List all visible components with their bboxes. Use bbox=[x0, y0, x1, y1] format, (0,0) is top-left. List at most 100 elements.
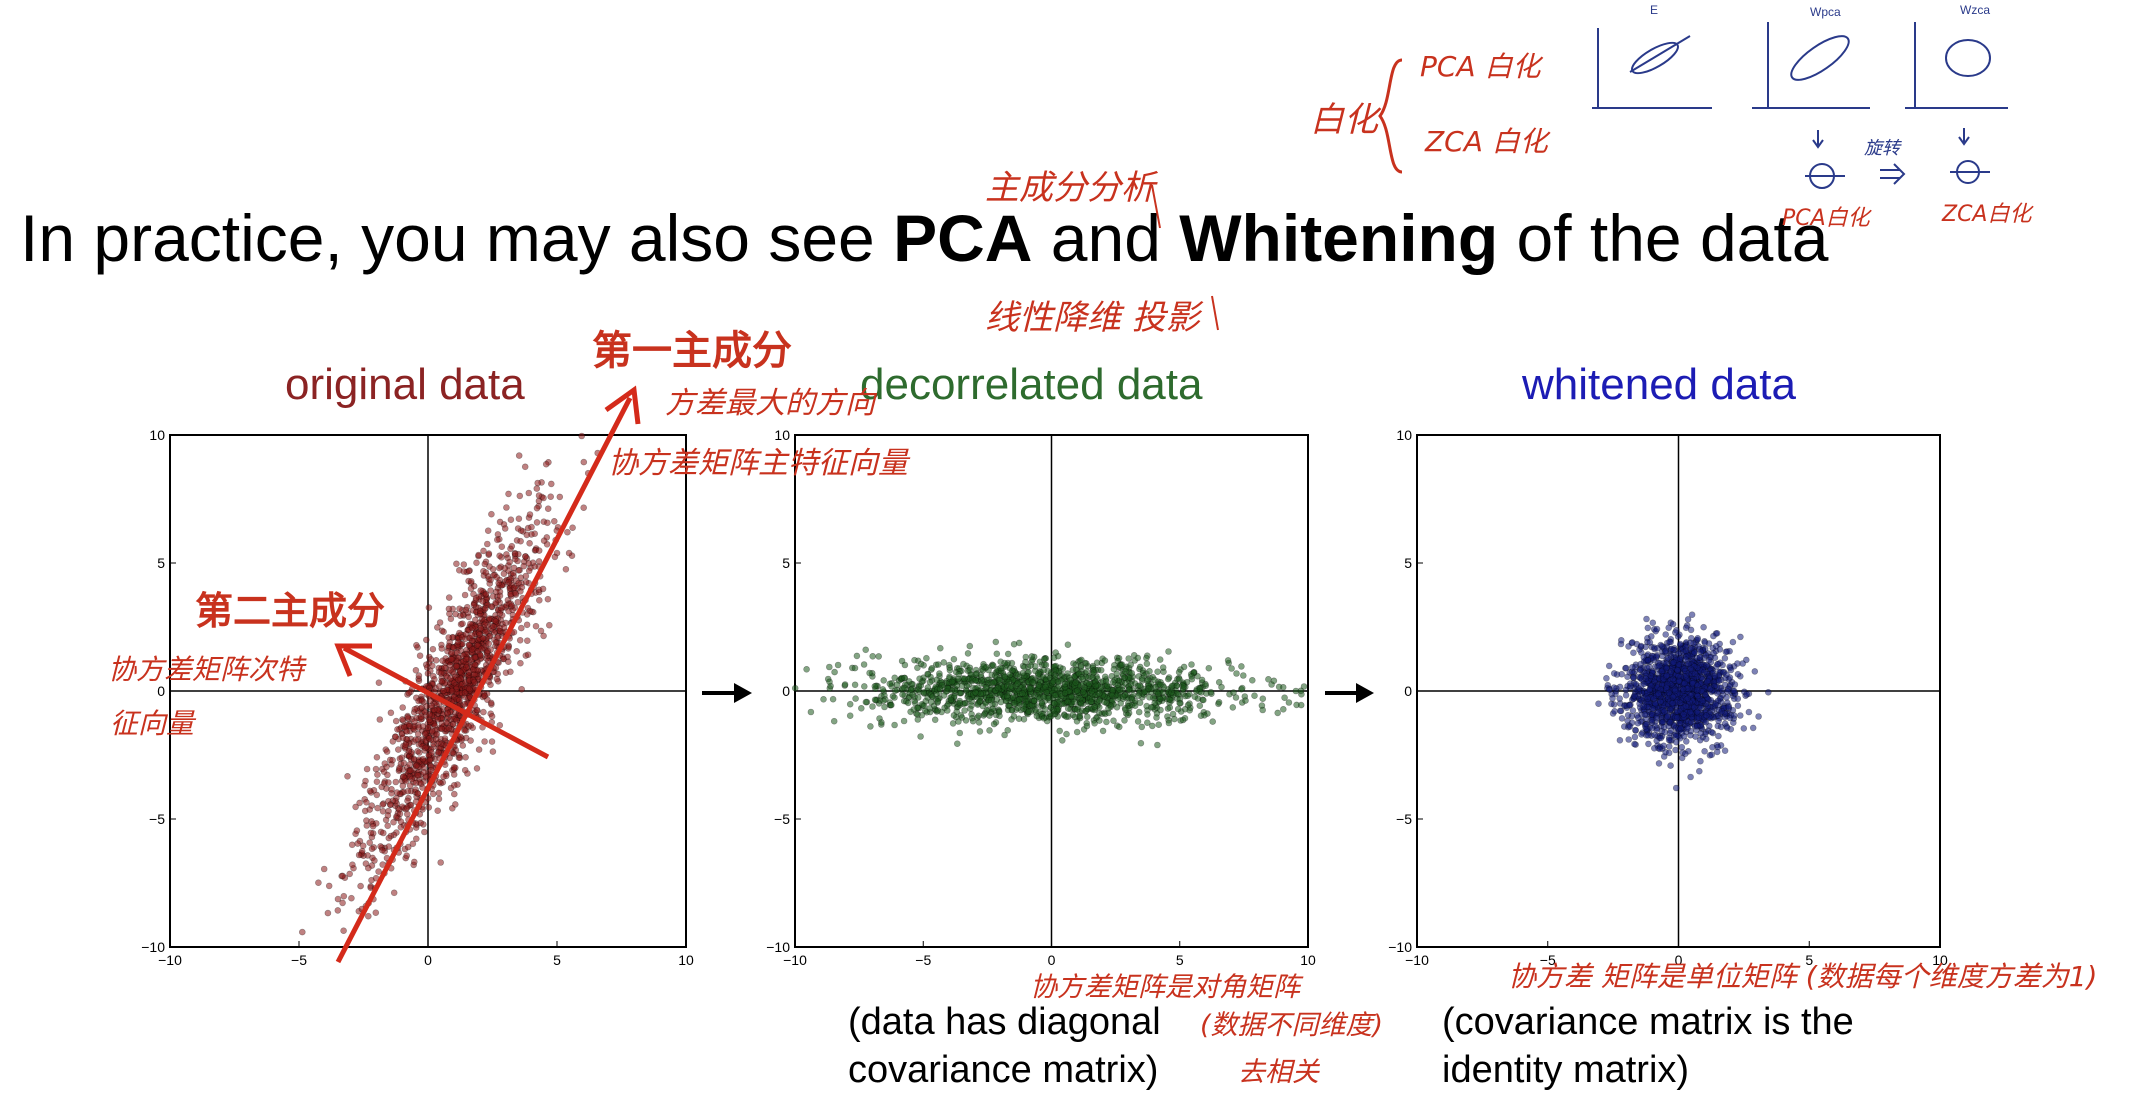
scatter-point bbox=[426, 710, 433, 718]
scatter-point bbox=[891, 721, 898, 729]
scatter-point bbox=[436, 619, 444, 626]
scatter-point bbox=[1198, 676, 1206, 684]
scatter-point bbox=[523, 531, 531, 539]
scatter-point bbox=[523, 637, 531, 645]
scatter-point bbox=[423, 664, 431, 671]
scatter-points bbox=[791, 638, 1308, 749]
scatter-point bbox=[914, 694, 922, 701]
scatter-point bbox=[1249, 676, 1256, 684]
scatter-point bbox=[349, 861, 356, 869]
scatter-point bbox=[516, 492, 524, 500]
scatter-point bbox=[1643, 720, 1650, 728]
scatter-point bbox=[1275, 683, 1283, 691]
scatter-point bbox=[489, 565, 497, 573]
y-tick-label: −10 bbox=[141, 939, 165, 955]
scatter-point bbox=[1179, 716, 1187, 724]
scatter-point bbox=[516, 636, 524, 644]
scatter-point bbox=[953, 740, 961, 748]
scatter-point bbox=[1661, 708, 1668, 715]
scatter-point bbox=[934, 661, 942, 668]
scatter-point bbox=[449, 749, 456, 756]
scatter-point bbox=[481, 560, 489, 568]
scatter-point bbox=[1663, 684, 1670, 692]
scatter-point bbox=[1153, 714, 1160, 721]
scatter-point bbox=[353, 827, 361, 834]
scatter-point bbox=[518, 583, 526, 591]
scatter-point bbox=[445, 594, 453, 601]
scatter-point bbox=[483, 540, 491, 548]
scatter-point bbox=[1233, 670, 1240, 677]
scatter-point bbox=[340, 892, 348, 900]
scatter-point bbox=[537, 627, 545, 635]
caption-decorrelated-line-1: (data has diagonal bbox=[848, 1001, 1161, 1043]
scatter-point bbox=[428, 749, 435, 756]
scatter-point bbox=[1259, 695, 1267, 703]
scatter-point bbox=[496, 592, 504, 600]
scatter-point bbox=[1108, 692, 1116, 699]
scatter-point bbox=[1077, 662, 1085, 670]
scatter-point bbox=[1238, 663, 1245, 670]
scatter-point bbox=[493, 536, 501, 544]
y-tick-label: 5 bbox=[157, 555, 165, 571]
scatter-point bbox=[1696, 653, 1704, 661]
scatter-point bbox=[1745, 708, 1753, 716]
scatter-point bbox=[435, 795, 443, 803]
scatter-point bbox=[961, 675, 968, 682]
scatter-point bbox=[440, 773, 447, 781]
scatter-point bbox=[1105, 705, 1112, 712]
scatter-point bbox=[871, 682, 879, 690]
scatter-point bbox=[851, 681, 859, 689]
scatter-point bbox=[1285, 699, 1293, 706]
scatter-point bbox=[1666, 743, 1673, 750]
scatter-point bbox=[514, 525, 522, 532]
scatter-point bbox=[465, 685, 473, 693]
scatter-point bbox=[1099, 727, 1107, 735]
scatter-point bbox=[352, 803, 359, 811]
scatter-point bbox=[411, 718, 418, 725]
scatter-point bbox=[397, 823, 405, 831]
scatter-point bbox=[1697, 757, 1704, 765]
scatter-point bbox=[997, 664, 1004, 672]
scatter-point bbox=[1672, 784, 1680, 792]
scatter-point bbox=[496, 624, 504, 632]
scatter-point bbox=[1010, 712, 1018, 720]
scatter-point bbox=[1188, 672, 1195, 680]
scatter-point bbox=[1674, 666, 1681, 674]
scatter-point bbox=[1737, 633, 1744, 641]
scatter-point bbox=[1694, 634, 1701, 642]
scatter-point bbox=[512, 589, 519, 597]
annot-decorrelate: 去相关 bbox=[1238, 1057, 1319, 1088]
scatter-point bbox=[517, 659, 524, 667]
scatter-point bbox=[1644, 695, 1651, 703]
scatter-point bbox=[434, 807, 442, 815]
y-tick-label: 5 bbox=[782, 555, 790, 571]
scatter-point bbox=[344, 772, 351, 780]
scatter-point bbox=[1667, 762, 1674, 769]
panel-title-decorrelated: decorrelated data bbox=[860, 360, 1203, 409]
scatter-point bbox=[468, 624, 476, 632]
scatter-point bbox=[472, 594, 480, 602]
scatter-point bbox=[435, 789, 443, 797]
scatter-point bbox=[880, 677, 888, 684]
scatter-point bbox=[488, 510, 495, 518]
scatter-point bbox=[1138, 723, 1146, 731]
scatter-point bbox=[453, 663, 460, 670]
scatter-point bbox=[525, 489, 533, 497]
scatter-point bbox=[900, 717, 908, 725]
scatter-point bbox=[481, 692, 489, 700]
scatter-point bbox=[1718, 707, 1726, 715]
scatter-point bbox=[1755, 713, 1762, 720]
scatter-point bbox=[1265, 675, 1272, 683]
scatter-point bbox=[488, 603, 496, 610]
scatter-point bbox=[392, 778, 400, 786]
scatter-point bbox=[506, 558, 514, 566]
scatter-point bbox=[1725, 703, 1732, 711]
scatter-point bbox=[871, 696, 879, 704]
scatter-point bbox=[379, 829, 387, 837]
scatter-point bbox=[1007, 683, 1015, 690]
scatter-point bbox=[1618, 715, 1626, 722]
scatter-point bbox=[439, 657, 446, 665]
scatter-point bbox=[479, 598, 487, 605]
scatter-point bbox=[1116, 723, 1123, 731]
scatter-point bbox=[427, 766, 435, 774]
